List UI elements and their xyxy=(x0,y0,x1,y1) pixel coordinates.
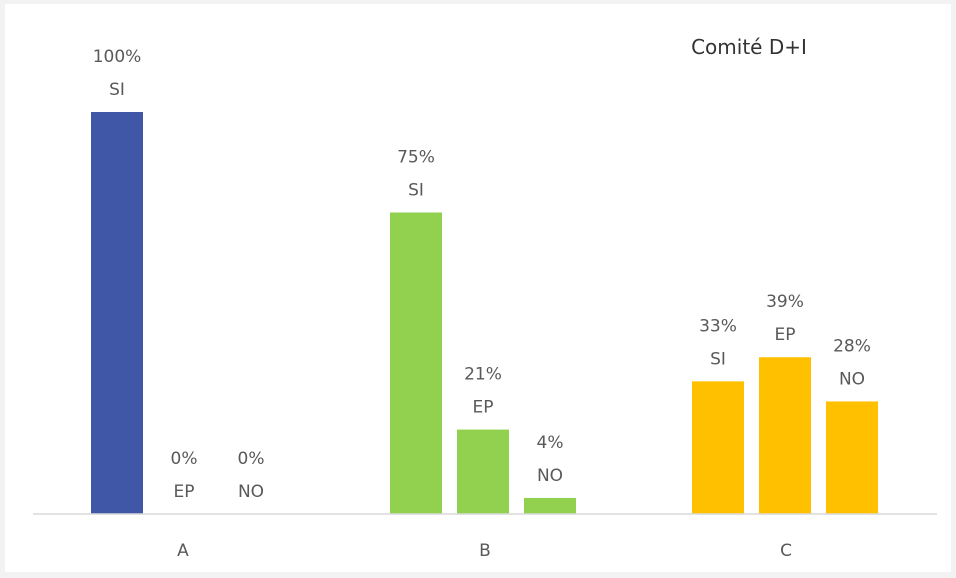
data-label-name: NO xyxy=(537,466,563,486)
data-label-name: EP xyxy=(473,398,494,418)
data-label-value: 21% xyxy=(464,365,502,385)
data-label-name: EP xyxy=(174,482,195,502)
data-label-value: 4% xyxy=(537,433,564,453)
bar-c-no xyxy=(826,401,878,514)
data-label-name: SI xyxy=(109,80,125,100)
data-label-value: 39% xyxy=(766,292,804,312)
data-label-value: 28% xyxy=(833,336,871,356)
data-label-value: 0% xyxy=(238,449,265,469)
data-label-name: EP xyxy=(775,325,796,345)
chart-title: Comité D+I xyxy=(691,35,807,59)
x-tick-label-a: A xyxy=(177,541,189,561)
x-tick-label-b: B xyxy=(479,541,491,561)
data-label-value: 0% xyxy=(171,449,198,469)
bar-chart: Comité D+I 100% SI 0% EP 0% NO A 75% SI 21% EP 4% NO… xyxy=(33,35,937,561)
data-label-name: SI xyxy=(408,181,424,201)
data-label-name: NO xyxy=(839,369,865,389)
bar-a-si xyxy=(91,112,143,514)
data-label-name: SI xyxy=(710,349,726,369)
data-label-value: 33% xyxy=(699,316,737,336)
bar-c-si xyxy=(692,381,744,514)
bar-c-ep xyxy=(759,357,811,514)
x-tick-label-c: C xyxy=(780,541,792,561)
data-label-value: 100% xyxy=(93,47,142,67)
data-label-name: NO xyxy=(238,482,264,502)
bar-b-no xyxy=(524,497,576,514)
bars-layer xyxy=(91,112,878,514)
bar-b-si xyxy=(390,212,442,514)
bar-b-ep xyxy=(457,429,509,514)
labels-layer: 100% SI 0% EP 0% NO A 75% SI 21% EP 4% NO B 33% SI 39% EP… xyxy=(93,47,871,561)
chart-area: Comité D+I 100% SI 0% EP 0% NO A 75% SI 21% EP 4% NO… xyxy=(5,4,951,572)
data-label-value: 75% xyxy=(397,148,435,168)
